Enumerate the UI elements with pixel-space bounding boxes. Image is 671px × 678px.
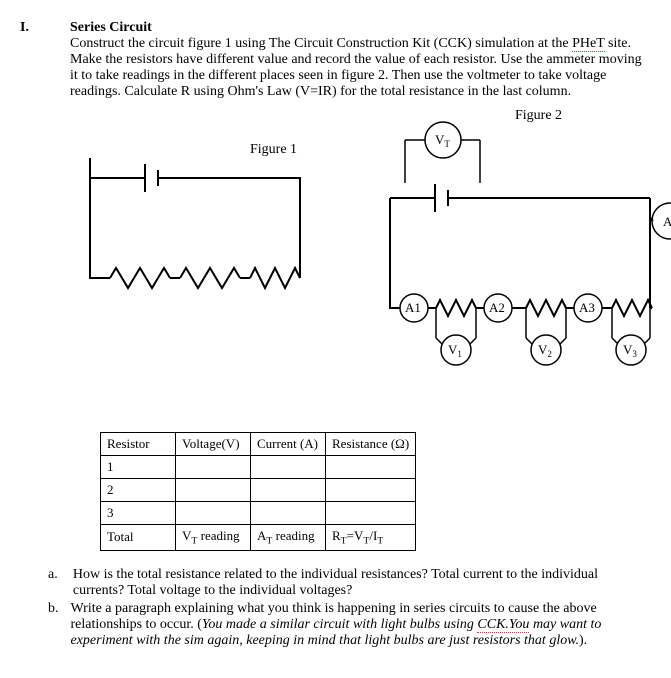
figure2-circuit: VT At A1 A2 A3 [350,108,671,408]
a1-label: A1 [405,300,421,315]
th-current: Current (A) [251,433,326,456]
total-a: AT reading [251,525,326,551]
th-resistor: Resistor [101,433,176,456]
table-row: 1 [101,456,416,479]
qb-letter: b. [48,601,59,649]
table-total-row: Total VT reading AT reading RT=VT/IT [101,525,416,551]
intro-paragraph: Construct the circuit figure 1 using The… [70,36,651,100]
row-label: 3 [101,502,176,525]
qa-text: How is the total resistance related to t… [73,567,651,599]
row-label: 2 [101,479,176,502]
figure1-circuit [70,158,320,318]
total-v: VT reading [176,525,251,551]
cck-link[interactable]: CCK.You [477,617,529,633]
figure-area: Figure 1 Figure 2 VT [70,108,651,428]
figure1-label: Figure 1 [250,142,297,158]
at-label: At [663,214,671,231]
sub-questions: a. How is the total resistance related t… [48,567,651,649]
table-row: 2 [101,479,416,502]
a3-label: A3 [579,300,595,315]
table-header-row: Resistor Voltage(V) Current (A) Resistan… [101,433,416,456]
section-roman: I. [20,20,50,36]
row-label: 1 [101,456,176,479]
para-text-1: Construct the circuit figure 1 using The… [70,36,572,51]
qa-letter: a. [48,567,61,599]
total-label: Total [101,525,176,551]
data-table: Resistor Voltage(V) Current (A) Resistan… [100,432,416,551]
total-r: RT=VT/IT [326,525,416,551]
th-voltage: Voltage(V) [176,433,251,456]
th-resistance: Resistance (Ω) [326,433,416,456]
table-row: 3 [101,502,416,525]
qb-text: Write a paragraph explaining what you th… [71,601,652,649]
a2-label: A2 [489,300,505,315]
phet-link[interactable]: PHeT [572,36,604,52]
section-title: Series Circuit [70,20,152,36]
